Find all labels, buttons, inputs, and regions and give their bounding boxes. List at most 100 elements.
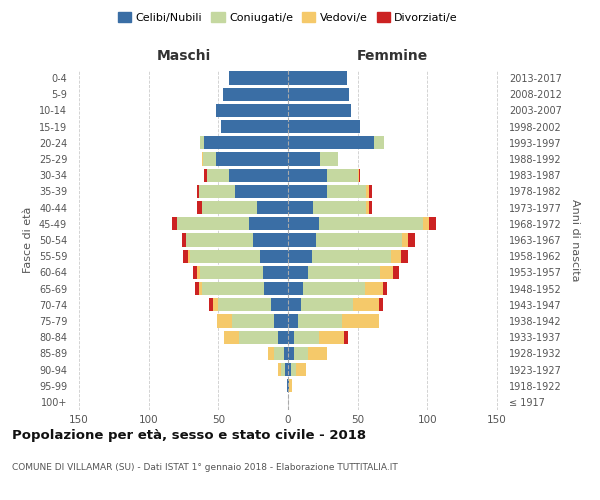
Bar	[218, 298, 271, 312]
Bar	[207, 168, 229, 182]
Bar	[359, 168, 361, 182]
Bar	[288, 234, 316, 246]
Bar	[278, 363, 281, 376]
Bar	[288, 250, 311, 263]
Bar	[288, 363, 291, 376]
Bar	[213, 298, 218, 312]
Bar	[205, 136, 288, 149]
Bar	[408, 234, 415, 246]
Bar	[392, 266, 400, 279]
Bar	[313, 201, 366, 214]
Y-axis label: Anni di nascita: Anni di nascita	[570, 198, 580, 281]
Bar	[288, 379, 289, 392]
Bar	[308, 266, 380, 279]
Bar	[296, 363, 306, 376]
Bar	[193, 266, 197, 279]
Bar	[274, 314, 288, 328]
Bar	[353, 298, 379, 312]
Bar	[316, 234, 402, 246]
Bar	[288, 185, 327, 198]
Bar	[215, 104, 288, 117]
Bar	[199, 282, 202, 295]
Bar	[366, 185, 369, 198]
Bar	[304, 282, 365, 295]
Bar	[223, 88, 288, 101]
Bar	[288, 217, 319, 230]
Bar	[308, 346, 327, 360]
Bar	[186, 234, 253, 246]
Bar	[281, 363, 285, 376]
Bar	[343, 314, 379, 328]
Bar	[190, 250, 260, 263]
Bar	[199, 185, 235, 198]
Y-axis label: Fasce di età: Fasce di età	[23, 207, 33, 273]
Bar	[285, 363, 288, 376]
Bar	[288, 120, 361, 134]
Bar	[200, 266, 263, 279]
Bar	[289, 379, 292, 392]
Bar	[288, 346, 293, 360]
Bar	[380, 266, 392, 279]
Bar	[319, 330, 344, 344]
Bar	[215, 152, 288, 166]
Bar	[320, 152, 338, 166]
Bar	[311, 250, 391, 263]
Bar	[344, 330, 348, 344]
Bar	[401, 250, 408, 263]
Bar	[268, 346, 274, 360]
Bar	[288, 298, 301, 312]
Bar	[274, 346, 284, 360]
Bar	[265, 282, 288, 295]
Bar	[224, 330, 239, 344]
Bar	[184, 250, 188, 263]
Bar	[358, 168, 359, 182]
Bar	[232, 314, 274, 328]
Bar	[287, 379, 288, 392]
Bar	[271, 298, 288, 312]
Bar	[288, 168, 327, 182]
Bar	[197, 185, 199, 198]
Text: Maschi: Maschi	[157, 48, 211, 62]
Bar	[239, 330, 278, 344]
Bar	[365, 282, 383, 295]
Bar	[194, 282, 199, 295]
Bar	[383, 282, 387, 295]
Bar	[423, 217, 429, 230]
Bar	[284, 346, 288, 360]
Bar	[374, 136, 384, 149]
Bar	[298, 314, 343, 328]
Bar	[293, 330, 319, 344]
Bar	[257, 201, 288, 214]
Bar	[288, 201, 313, 214]
Bar	[188, 250, 190, 263]
Bar	[263, 266, 288, 279]
Bar	[288, 104, 351, 117]
Bar	[319, 217, 423, 230]
Bar	[391, 250, 401, 263]
Legend: Celibi/Nubili, Coniugati/e, Vedovi/e, Divorziati/e: Celibi/Nubili, Coniugati/e, Vedovi/e, Di…	[113, 8, 463, 28]
Bar	[293, 346, 308, 360]
Bar	[249, 217, 288, 230]
Bar	[205, 168, 207, 182]
Bar	[260, 250, 288, 263]
Bar	[202, 152, 203, 166]
Bar	[229, 72, 288, 85]
Bar	[288, 72, 347, 85]
Bar	[369, 201, 371, 214]
Bar	[288, 314, 298, 328]
Bar	[278, 330, 288, 344]
Bar	[253, 234, 288, 246]
Bar	[235, 185, 288, 198]
Bar	[197, 201, 202, 214]
Bar	[366, 201, 369, 214]
Bar	[291, 363, 296, 376]
Bar	[379, 298, 383, 312]
Bar	[229, 168, 288, 182]
Bar	[203, 152, 215, 166]
Text: Femmine: Femmine	[357, 48, 428, 62]
Bar	[369, 185, 371, 198]
Bar	[288, 152, 320, 166]
Bar	[288, 266, 308, 279]
Bar	[182, 234, 186, 246]
Bar	[209, 298, 213, 312]
